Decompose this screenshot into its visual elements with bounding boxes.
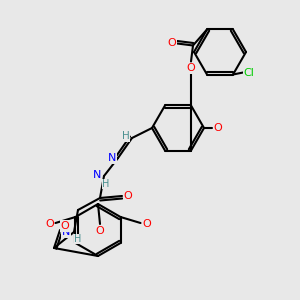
Text: Cl: Cl <box>244 68 254 77</box>
Text: N: N <box>62 227 70 237</box>
Text: O: O <box>96 226 104 236</box>
Text: O: O <box>214 123 222 133</box>
Text: O: O <box>124 191 132 201</box>
Text: O: O <box>142 219 151 229</box>
Text: H: H <box>122 131 130 141</box>
Text: O: O <box>45 219 54 229</box>
Text: N: N <box>93 170 101 180</box>
Text: O: O <box>61 221 69 231</box>
Text: N: N <box>108 153 116 163</box>
Text: H: H <box>74 234 82 244</box>
Text: O: O <box>168 38 176 49</box>
Text: O: O <box>187 64 195 74</box>
Text: H: H <box>102 179 110 189</box>
